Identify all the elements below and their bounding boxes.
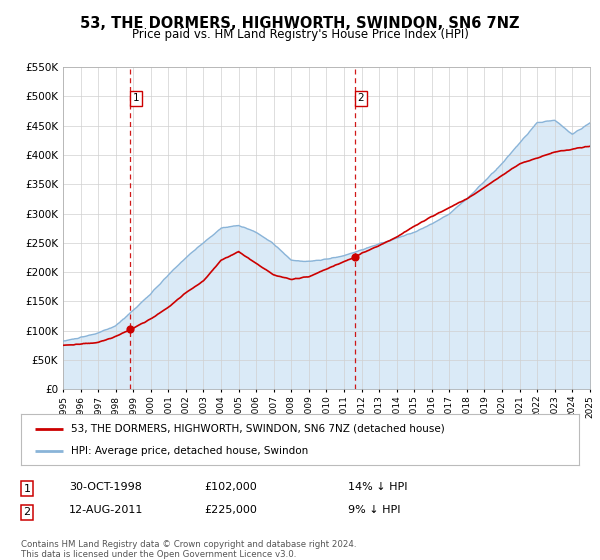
Text: 53, THE DORMERS, HIGHWORTH, SWINDON, SN6 7NZ: 53, THE DORMERS, HIGHWORTH, SWINDON, SN6…: [80, 16, 520, 31]
Text: HPI: Average price, detached house, Swindon: HPI: Average price, detached house, Swin…: [71, 446, 308, 456]
Text: 9% ↓ HPI: 9% ↓ HPI: [348, 505, 401, 515]
Text: 2: 2: [358, 93, 364, 103]
Text: 2: 2: [23, 507, 31, 517]
Point: [125, 325, 135, 334]
Text: Price paid vs. HM Land Registry's House Price Index (HPI): Price paid vs. HM Land Registry's House …: [131, 28, 469, 41]
Text: This data is licensed under the Open Government Licence v3.0.: This data is licensed under the Open Gov…: [21, 550, 296, 559]
Text: 1: 1: [133, 93, 140, 103]
Text: 1: 1: [23, 484, 31, 494]
Text: £102,000: £102,000: [204, 482, 257, 492]
Text: £225,000: £225,000: [204, 505, 257, 515]
Text: 30-OCT-1998: 30-OCT-1998: [69, 482, 142, 492]
Text: 12-AUG-2011: 12-AUG-2011: [69, 505, 143, 515]
Text: 14% ↓ HPI: 14% ↓ HPI: [348, 482, 407, 492]
Text: 53, THE DORMERS, HIGHWORTH, SWINDON, SN6 7NZ (detached house): 53, THE DORMERS, HIGHWORTH, SWINDON, SN6…: [71, 423, 445, 433]
Text: Contains HM Land Registry data © Crown copyright and database right 2024.: Contains HM Land Registry data © Crown c…: [21, 540, 356, 549]
Point: [350, 253, 359, 262]
